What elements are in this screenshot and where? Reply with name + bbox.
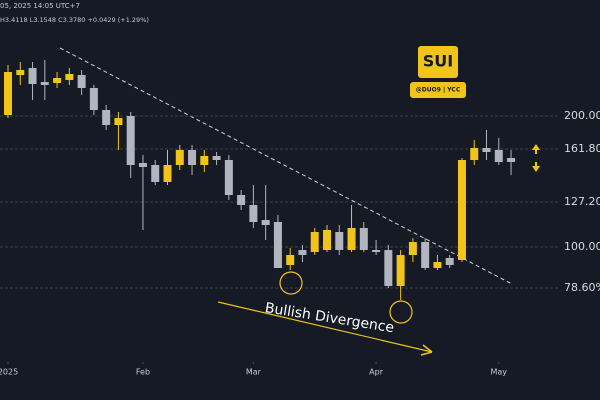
candle-body	[224, 160, 233, 195]
candle-body	[421, 242, 430, 268]
candle-body	[249, 205, 258, 222]
candle-body	[188, 150, 197, 165]
candle-body	[212, 156, 221, 160]
candle-body	[3, 72, 12, 115]
level-label: 78.60%	[564, 281, 600, 294]
candle-body	[273, 222, 282, 268]
x-tick-label: Apr	[369, 368, 384, 377]
candle-body	[482, 148, 491, 152]
candle-body	[261, 220, 270, 225]
up-arrow	[532, 144, 540, 154]
title-badge	[418, 46, 458, 78]
candle-body	[494, 150, 503, 162]
candle-body	[40, 82, 49, 85]
candle-body	[384, 250, 393, 286]
level-label: 200.00	[564, 109, 600, 122]
header-ohlc: H3.4118 L3.1548 C3.3780 +0.0429 (+1.29%)	[0, 16, 149, 24]
level-label: 127.20	[564, 195, 600, 208]
low-circle	[279, 271, 303, 295]
candle-body	[347, 228, 356, 250]
candle-body	[16, 70, 25, 75]
header-date: 05, 2025 14:05 UTC+7	[0, 2, 80, 10]
candle-body	[77, 75, 86, 88]
x-tick-label: Mar	[246, 368, 262, 377]
candle-body	[151, 165, 160, 182]
candle-body	[323, 230, 332, 250]
level-label: 161.80	[564, 142, 600, 155]
candle-body	[470, 148, 479, 160]
candle-body	[138, 163, 147, 167]
down-arrow	[532, 162, 540, 172]
candle-body	[114, 118, 123, 125]
candle-body	[175, 150, 184, 165]
candle-body	[200, 156, 209, 165]
x-tick-label: May	[491, 368, 508, 377]
candle-body	[126, 116, 135, 165]
chart-title: SUI	[423, 52, 453, 71]
candle-body	[102, 110, 111, 125]
candle-body	[163, 165, 172, 182]
candle-body	[433, 262, 442, 268]
level-label: 100.00	[564, 240, 600, 253]
candle-body	[359, 228, 368, 250]
candle-body	[28, 68, 37, 84]
trend-line	[59, 47, 513, 285]
subtitle-badge	[410, 82, 466, 98]
candle-body	[237, 195, 246, 205]
candle-body	[286, 255, 295, 265]
candle-body	[298, 250, 307, 255]
low-circle	[389, 300, 413, 324]
x-tick-label: Feb	[136, 368, 150, 377]
candle-body	[53, 78, 62, 83]
candle-body	[396, 255, 405, 286]
candle-body	[310, 232, 319, 252]
candle-body	[457, 160, 466, 260]
candle-body	[507, 158, 516, 162]
chart-subtitle: @DUO9 | YCC	[416, 87, 461, 94]
candle-body	[65, 74, 74, 80]
candle-body	[335, 232, 344, 250]
candle-body	[445, 258, 454, 265]
arrow-line	[217, 301, 433, 353]
candle-body	[408, 242, 417, 255]
marks: 200.00 161.80 127.20 100.00 78.60% 2025 Feb Mar…	[0, 60, 600, 377]
candle-body	[89, 88, 98, 110]
arrow-head	[420, 344, 433, 356]
candle-body	[372, 250, 381, 252]
x-tick-label: 2025	[0, 368, 18, 377]
